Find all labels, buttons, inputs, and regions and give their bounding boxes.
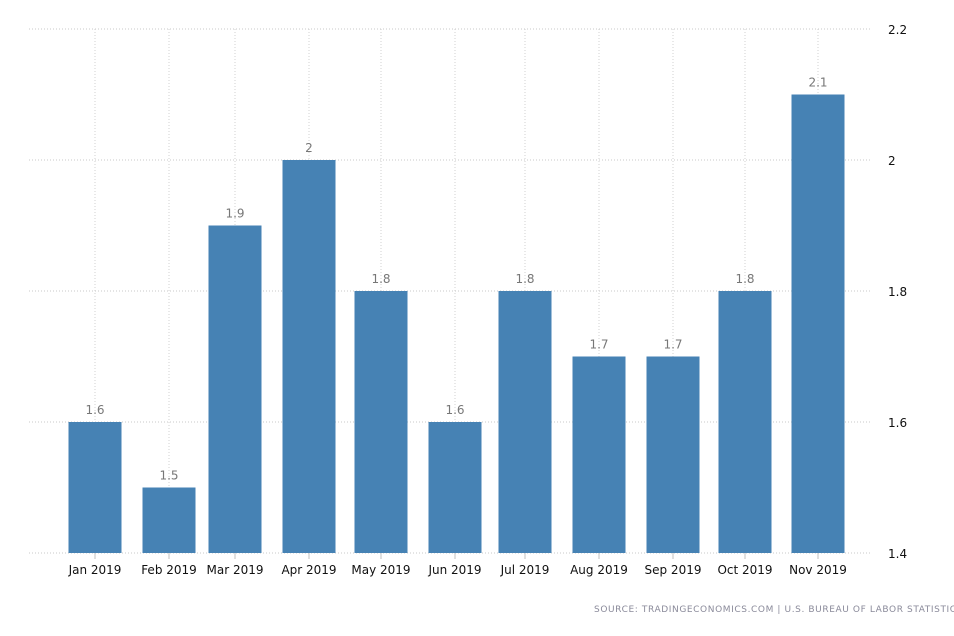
x-tick-label: Jun 2019 [427,563,481,577]
data-label: 1.8 [735,272,754,286]
x-tick-label: Jan 2019 [68,563,122,577]
y-tick-label: 1.6 [888,416,907,430]
source-note: SOURCE: TRADINGECONOMICS.COM | U.S. BURE… [594,605,954,615]
bar [646,356,700,553]
x-tick-label: Jul 2019 [500,563,550,577]
data-label: 1.7 [663,338,682,352]
x-tick-label: Oct 2019 [717,563,772,577]
x-tick-label: Mar 2019 [207,563,264,577]
bar [354,291,408,553]
bar [572,356,626,553]
data-label: 1.8 [371,272,390,286]
x-tick-label: Nov 2019 [789,563,847,577]
data-label: 2 [305,141,313,155]
y-tick-label: 2 [888,154,896,168]
bar [282,160,336,553]
data-label: 2.1 [808,76,827,90]
bar [428,422,482,553]
bar [791,94,845,553]
data-label: 1.6 [85,403,104,417]
bar [718,291,772,553]
bar [208,225,262,553]
data-label: 1.8 [515,272,534,286]
data-label: 1.6 [445,403,464,417]
y-tick-label: 1.4 [888,547,907,561]
data-label: 1.5 [159,469,178,483]
bar [142,487,196,553]
x-tick-label: Apr 2019 [281,563,336,577]
y-tick-label: 1.8 [888,285,907,299]
x-tick-label: Aug 2019 [570,563,628,577]
data-label: 1.7 [589,338,608,352]
bar [498,291,552,553]
x-tick-label: Feb 2019 [141,563,197,577]
x-tick-label: Sep 2019 [645,563,702,577]
bar [68,422,122,553]
data-label: 1.9 [225,207,244,221]
y-tick-label: 2.2 [888,23,907,37]
x-tick-label: May 2019 [351,563,410,577]
